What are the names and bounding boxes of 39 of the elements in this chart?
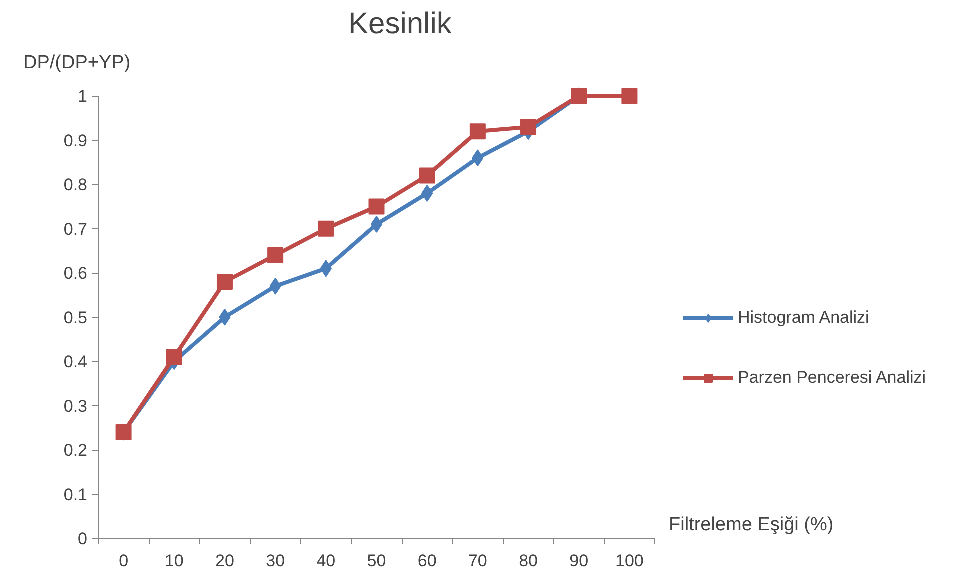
y-tick-label: 0	[78, 530, 88, 548]
point	[318, 220, 334, 237]
point	[622, 88, 638, 104]
y-tick-label: 0.9	[64, 131, 88, 150]
point	[520, 119, 537, 136]
x-tick-label: 30	[266, 552, 286, 570]
x-tick-label: 70	[468, 552, 488, 570]
x-tick-label: 20	[216, 552, 234, 570]
x-tick-label: 0	[119, 552, 129, 570]
x-tick-label: 90	[570, 552, 589, 570]
x-axis-title: Filtreleme Eşiği (%)	[668, 514, 834, 536]
legend-label: Histogram Analizi	[738, 308, 870, 328]
y-tick-label: 0.1	[64, 485, 88, 504]
y-axis-title: DP/(DP+YP)	[24, 52, 131, 74]
point	[268, 247, 284, 264]
point	[368, 198, 385, 215]
chart-title: Kesinlik	[348, 8, 453, 40]
x-tick-label: 10	[164, 552, 184, 570]
y-tick-label: 0.2	[64, 441, 88, 460]
point	[419, 168, 436, 184]
y-tick-label: 0.7	[64, 220, 88, 239]
x-tick-label: 50	[367, 552, 386, 570]
point	[422, 185, 434, 202]
x-tick-label: 40	[316, 552, 336, 570]
x-tick-label: 100	[616, 552, 644, 570]
x-tick-label: 60	[418, 552, 437, 570]
point	[370, 216, 383, 233]
y-tick-label: 1	[78, 87, 88, 106]
y-tick-label: 0.6	[64, 264, 88, 284]
legend-label: Parzen Penceresi Analizi	[738, 368, 926, 388]
y-tick-label: 0.5	[64, 308, 88, 328]
y-tick-label: 0.8	[64, 176, 88, 195]
point	[470, 124, 486, 140]
point	[166, 349, 182, 366]
x-tick-label: 80	[519, 552, 538, 570]
point	[216, 274, 233, 290]
y-tick-label: 0.4	[64, 352, 88, 372]
y-tick-label: 0.3	[64, 396, 88, 416]
point	[571, 88, 588, 104]
